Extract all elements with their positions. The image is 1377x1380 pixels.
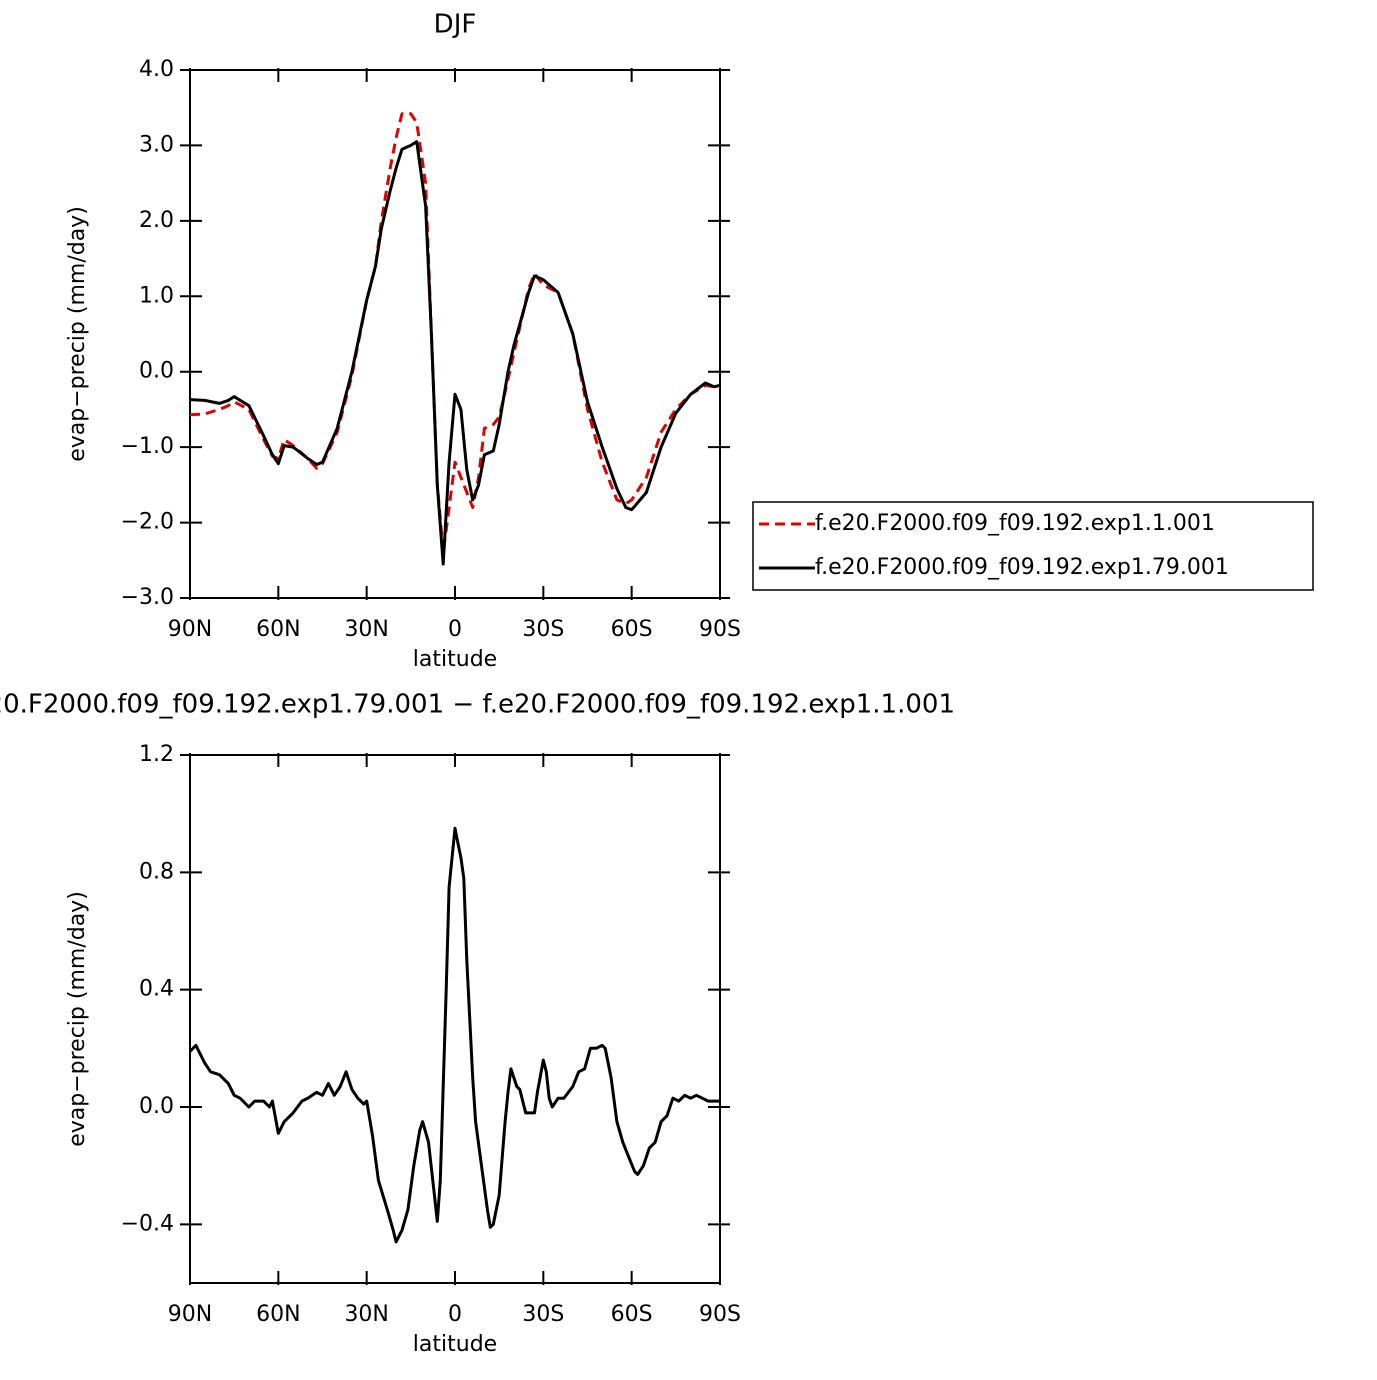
y-tick-label: 3.0 xyxy=(139,132,174,157)
x-tick-label: 90N xyxy=(168,617,212,642)
legend-label: f.e20.F2000.f09_f09.192.exp1.79.001 xyxy=(815,555,1229,580)
data-line xyxy=(188,826,720,1244)
y-tick-label: 0.0 xyxy=(139,359,174,384)
x-tick-label: 0 xyxy=(448,1302,462,1327)
y-tick-label: 1.2 xyxy=(139,742,174,767)
y-tick-label: 0.4 xyxy=(139,977,174,1002)
x-tick-label: 30S xyxy=(522,1302,564,1327)
legend-box xyxy=(752,501,1314,591)
x-axis-label: latitude xyxy=(413,1332,497,1357)
x-tick-label: 60N xyxy=(256,617,300,642)
legend-label: f.e20.F2000.f09_f09.192.exp1.1.001 xyxy=(815,511,1215,536)
y-tick-label: −1.0 xyxy=(121,434,174,459)
y-tick-label: 4.0 xyxy=(139,57,174,82)
x-tick-label: 60S xyxy=(611,617,653,642)
y-tick-label: 1.0 xyxy=(139,283,174,308)
x-tick-label: 30S xyxy=(522,617,564,642)
y-tick-label: −0.4 xyxy=(121,1211,174,1236)
plot-frame xyxy=(189,754,721,1284)
x-axis-label: latitude xyxy=(413,647,497,672)
data-line xyxy=(189,140,721,566)
y-tick-label: −2.0 xyxy=(121,510,174,535)
y-tick-label: 0.8 xyxy=(139,859,174,884)
x-tick-label: 30N xyxy=(344,617,388,642)
chart-title: f.e20.F2000.f09_f09.192.exp1.79.001 − f.… xyxy=(0,690,955,720)
data-line xyxy=(189,112,720,555)
plot-frame xyxy=(189,69,721,599)
y-tick-label: 2.0 xyxy=(139,208,174,233)
x-tick-label: 90S xyxy=(699,1302,741,1327)
chart-title: DJF xyxy=(434,10,477,40)
x-tick-label: 60S xyxy=(611,1302,653,1327)
x-tick-label: 90S xyxy=(699,617,741,642)
y-axis-label: evap−precip (mm/day) xyxy=(65,206,90,462)
x-tick-label: 90N xyxy=(168,1302,212,1327)
y-tick-label: 0.0 xyxy=(139,1094,174,1119)
y-tick-label: −3.0 xyxy=(121,585,174,610)
x-tick-label: 0 xyxy=(448,617,462,642)
x-tick-label: 60N xyxy=(256,1302,300,1327)
y-axis-label: evap−precip (mm/day) xyxy=(65,891,90,1147)
x-tick-label: 30N xyxy=(344,1302,388,1327)
